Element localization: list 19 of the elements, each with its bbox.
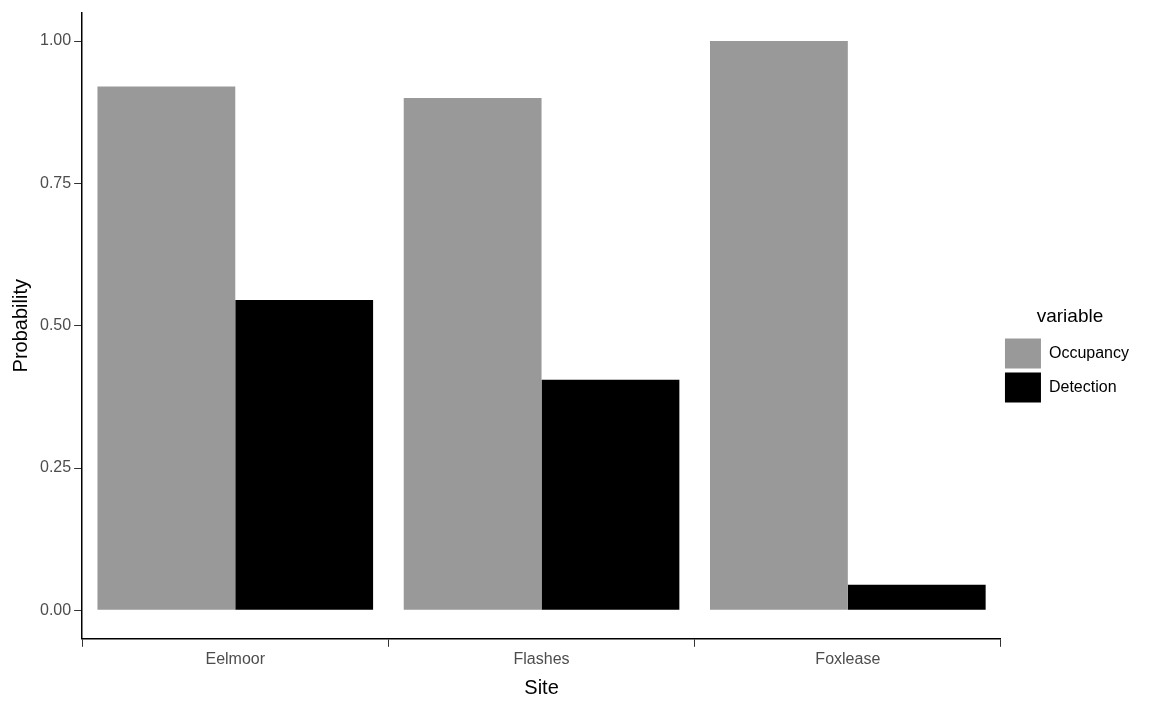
y-tick-label: 1.00 <box>40 31 72 49</box>
y-tick-label: 0.50 <box>40 316 72 334</box>
y-tick-label: 0.25 <box>40 458 72 476</box>
x-tick-label: Foxlease <box>815 649 881 667</box>
x-tick-label: Flashes <box>513 649 570 667</box>
bar <box>847 584 986 610</box>
legend-label: Occupancy <box>1048 343 1130 361</box>
x-axis-title: Site <box>524 675 559 698</box>
bar <box>235 300 374 610</box>
x-tick-label: Eelmoor <box>205 649 266 667</box>
bar <box>541 379 680 610</box>
y-axis-title: Probability <box>8 279 31 373</box>
legend-title: variable <box>1036 305 1104 327</box>
legend-label: Detection <box>1048 377 1117 395</box>
bar <box>403 97 542 610</box>
y-tick-label: 0.00 <box>40 600 72 618</box>
bar <box>710 41 848 610</box>
y-tick-label: 0.75 <box>40 173 72 191</box>
bar <box>97 86 236 610</box>
